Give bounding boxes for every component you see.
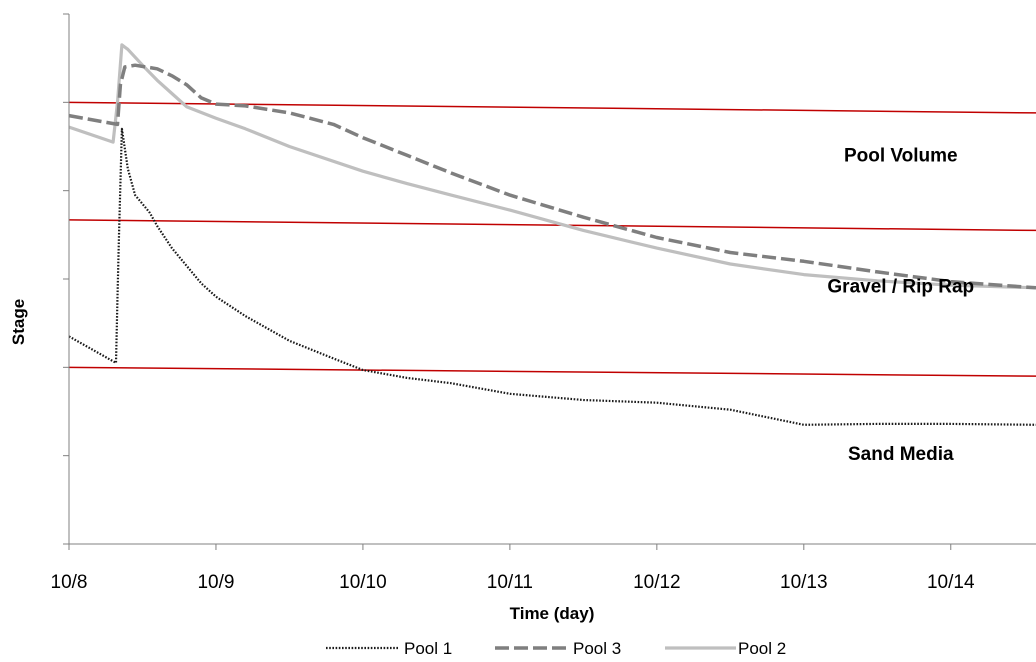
- x-tick-label: 10/11: [487, 572, 533, 593]
- series-pool-2-line: [68, 43, 1036, 290]
- x-tick-label: 10/13: [780, 572, 828, 593]
- x-tick-label: 10/14: [927, 572, 975, 593]
- legend: Pool 1 Pool 3 Pool 2: [326, 639, 786, 658]
- plot-area: [68, 43, 1036, 426]
- x-axis-title: Time (day): [510, 604, 595, 623]
- zone-label: Pool Volume: [844, 146, 958, 167]
- legend-label: Pool 2: [738, 639, 786, 658]
- threshold-line-3: [68, 366, 1036, 377]
- x-tick-label: 10/8: [51, 572, 88, 593]
- threshold-line-1: [68, 101, 1036, 114]
- x-tick-label: 10/9: [197, 572, 234, 593]
- series-pool-1-line: [68, 127, 1036, 426]
- zone-label: Gravel / Rip Rap: [827, 276, 974, 297]
- x-tick-label: 10/12: [633, 572, 681, 593]
- series-pool-3-line: [68, 63, 1036, 290]
- y-axis-title: Stage: [9, 299, 28, 345]
- legend-label: Pool 3: [573, 639, 621, 658]
- zone-label: Sand Media: [848, 444, 954, 465]
- x-tick-label: 10/10: [339, 572, 387, 593]
- axes: [63, 13, 1036, 550]
- labels: Time (day) Stage 10/8 10/9 10/10 10/11 10/12…: [9, 146, 975, 623]
- threshold-line-2: [68, 219, 1036, 232]
- legend-label: Pool 1: [404, 639, 452, 658]
